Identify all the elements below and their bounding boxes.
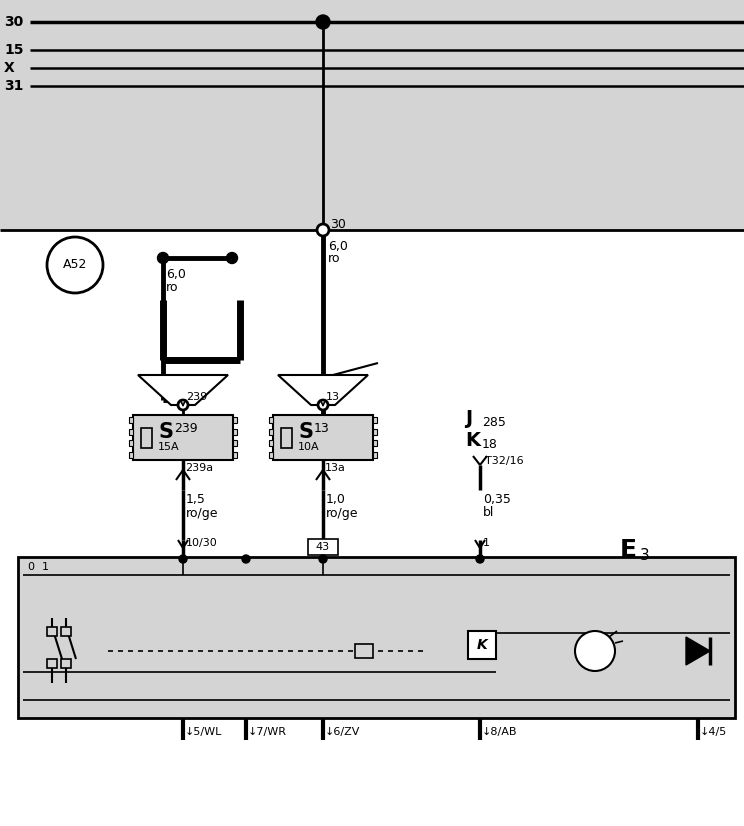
Text: 1,0: 1,0 [326, 493, 346, 506]
Text: J: J [465, 409, 472, 428]
Bar [373, 417, 377, 423]
Bar [0, 0, 744, 230]
Text: ↓8/AB: ↓8/AB [482, 727, 518, 737]
Bar [269, 417, 273, 423]
Text: 6,0: 6,0 [166, 268, 186, 281]
Text: K: K [477, 638, 487, 652]
Bar [373, 440, 377, 446]
Text: bl: bl [483, 506, 494, 520]
Circle shape [158, 253, 168, 263]
Bar [61, 627, 71, 636]
Circle shape [318, 400, 328, 410]
Text: 31: 31 [4, 79, 23, 93]
Text: 239: 239 [174, 422, 198, 435]
Circle shape [575, 631, 615, 671]
Text: ↓7/WR: ↓7/WR [248, 727, 287, 737]
Text: A52: A52 [62, 259, 87, 272]
Text: 18: 18 [482, 438, 498, 450]
Text: ro: ro [166, 281, 179, 294]
Circle shape [317, 224, 329, 236]
Text: 13: 13 [314, 422, 330, 435]
Text: 239a: 239a [185, 463, 213, 473]
Bar [61, 659, 71, 668]
Text: 15: 15 [4, 43, 24, 57]
Bar [47, 659, 57, 668]
Text: T32/16: T32/16 [485, 456, 524, 466]
Text: 239: 239 [186, 392, 208, 402]
Text: 1: 1 [483, 538, 490, 548]
Text: ↓4/5: ↓4/5 [700, 727, 727, 737]
Text: ro/ge: ro/ge [186, 506, 219, 520]
Circle shape [242, 555, 250, 563]
Text: 43: 43 [316, 542, 330, 552]
Text: 13a: 13a [325, 463, 346, 473]
Bar [129, 429, 133, 434]
Bar [141, 428, 152, 448]
Circle shape [226, 253, 237, 263]
Polygon shape [278, 375, 368, 405]
Bar [233, 440, 237, 446]
Bar [468, 631, 496, 659]
Bar [18, 557, 735, 718]
Text: 10A: 10A [298, 442, 320, 452]
Bar [273, 415, 373, 460]
Text: ro: ro [328, 252, 341, 265]
Bar [233, 429, 237, 434]
Circle shape [319, 555, 327, 563]
Bar [269, 429, 273, 434]
Text: ↓6/ZV: ↓6/ZV [325, 727, 360, 737]
Text: 6,0: 6,0 [328, 240, 348, 253]
Text: 13: 13 [326, 392, 340, 402]
Bar [47, 627, 57, 636]
Bar [308, 539, 338, 555]
Bar [233, 452, 237, 458]
Circle shape [47, 237, 103, 293]
Text: 10/30: 10/30 [186, 538, 218, 548]
Bar [129, 440, 133, 446]
Text: ↓5/WL: ↓5/WL [185, 727, 222, 737]
Bar [373, 429, 377, 434]
Text: 15A: 15A [158, 442, 179, 452]
Text: 3: 3 [640, 548, 650, 563]
Text: 30: 30 [4, 15, 23, 29]
Polygon shape [138, 375, 228, 405]
Text: S: S [298, 423, 313, 443]
Bar [269, 452, 273, 458]
Text: K: K [465, 430, 480, 449]
Bar [269, 440, 273, 446]
Bar [373, 452, 377, 458]
Bar [133, 415, 233, 460]
Polygon shape [686, 637, 710, 665]
Circle shape [179, 555, 187, 563]
Circle shape [316, 15, 330, 29]
Circle shape [178, 400, 188, 410]
Bar [129, 417, 133, 423]
Text: S: S [158, 423, 173, 443]
Bar [281, 428, 292, 448]
Bar [233, 417, 237, 423]
Text: ro/ge: ro/ge [326, 506, 359, 520]
Text: 0  1: 0 1 [28, 562, 49, 572]
Circle shape [476, 555, 484, 563]
Text: 0,35: 0,35 [483, 493, 511, 506]
Text: 285: 285 [482, 415, 506, 429]
Bar [355, 644, 373, 658]
Text: E: E [620, 538, 637, 562]
Text: 1,5: 1,5 [186, 493, 206, 506]
Bar [129, 452, 133, 458]
Text: 30: 30 [330, 217, 346, 230]
Text: X: X [4, 61, 15, 75]
